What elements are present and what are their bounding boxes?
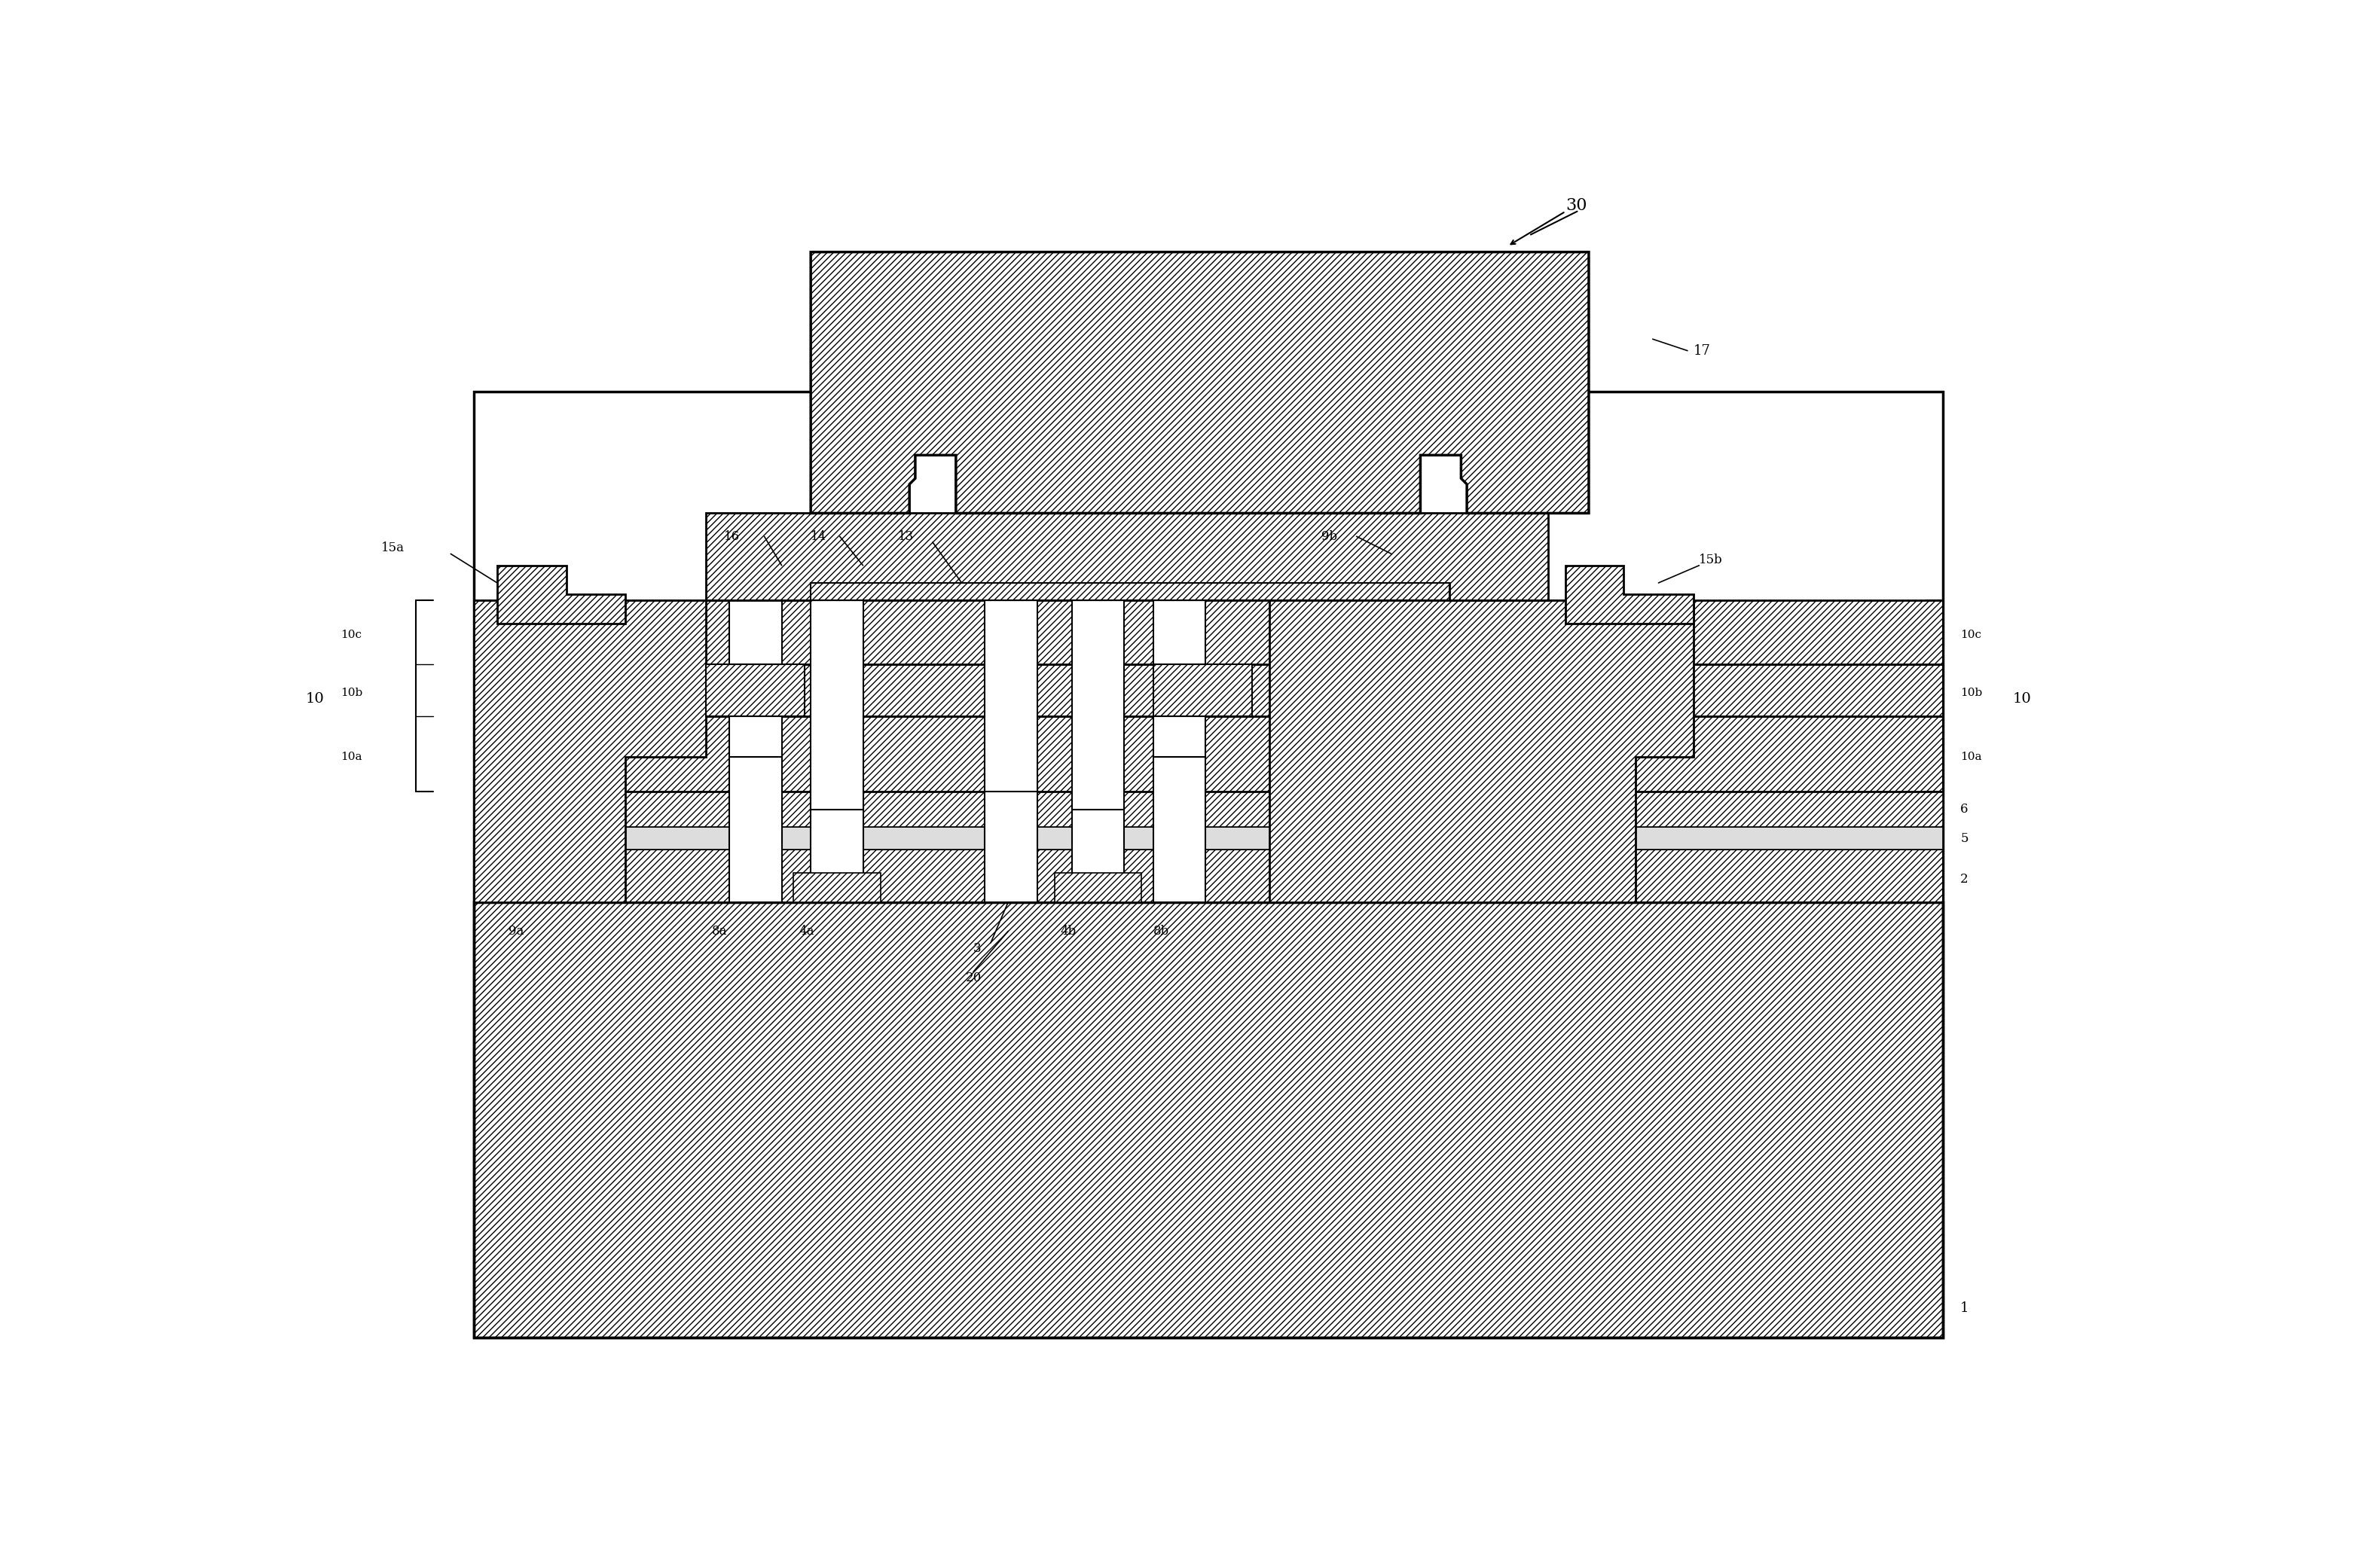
Text: 17: 17 [1693,343,1710,358]
Bar [1153,665,1252,717]
Bar [474,850,1943,902]
Bar [474,717,1943,792]
Text: 30: 30 [1566,198,1587,213]
Bar [1153,717,1205,757]
Text: 8b: 8b [1153,925,1170,938]
Bar [1054,873,1141,902]
Text: 16: 16 [724,530,740,543]
Text: 9b: 9b [1323,530,1337,543]
Bar [705,665,804,717]
Polygon shape [1566,566,1693,624]
Text: 1: 1 [1959,1301,1969,1316]
Text: 10a: 10a [1959,751,1981,762]
Text: 20: 20 [964,971,981,985]
Bar [1153,601,1205,665]
Text: 10a: 10a [340,751,361,762]
Bar [474,392,1943,1338]
Text: 14: 14 [811,530,828,543]
Text: 8a: 8a [712,925,729,938]
Text: 10b: 10b [340,688,363,698]
Polygon shape [474,601,705,902]
Text: 2: 2 [1959,872,1969,886]
Polygon shape [705,513,1549,601]
Text: 10b: 10b [1959,688,1983,698]
Polygon shape [811,252,1589,513]
Bar [474,665,1943,717]
Polygon shape [498,566,625,624]
Bar [986,601,1038,792]
Polygon shape [1269,601,1693,902]
Bar [1073,601,1125,809]
Bar [474,792,1943,826]
Bar [729,601,783,665]
Text: 4a: 4a [799,925,814,938]
Bar [729,717,783,757]
Polygon shape [811,583,1450,601]
Text: 9a: 9a [509,925,523,938]
Bar [474,826,1943,850]
Bar [474,601,1943,665]
Bar [474,902,1943,1338]
Text: 13: 13 [898,530,915,543]
Text: 10c: 10c [340,630,361,640]
Text: 4b: 4b [1061,925,1075,938]
Text: 15a: 15a [382,541,406,555]
Bar [986,757,1038,902]
Bar [1153,757,1205,902]
Text: 6: 6 [1959,803,1969,815]
Text: 10c: 10c [1959,630,1981,640]
Bar [811,601,863,809]
Text: 10: 10 [307,691,323,706]
Text: 10: 10 [2014,691,2030,706]
Bar [811,792,863,902]
Bar [729,757,783,902]
Text: 3: 3 [974,942,981,955]
Bar [792,873,880,902]
Text: 15b: 15b [1700,554,1724,566]
Bar [1073,792,1125,902]
Text: 5: 5 [1959,833,1969,845]
